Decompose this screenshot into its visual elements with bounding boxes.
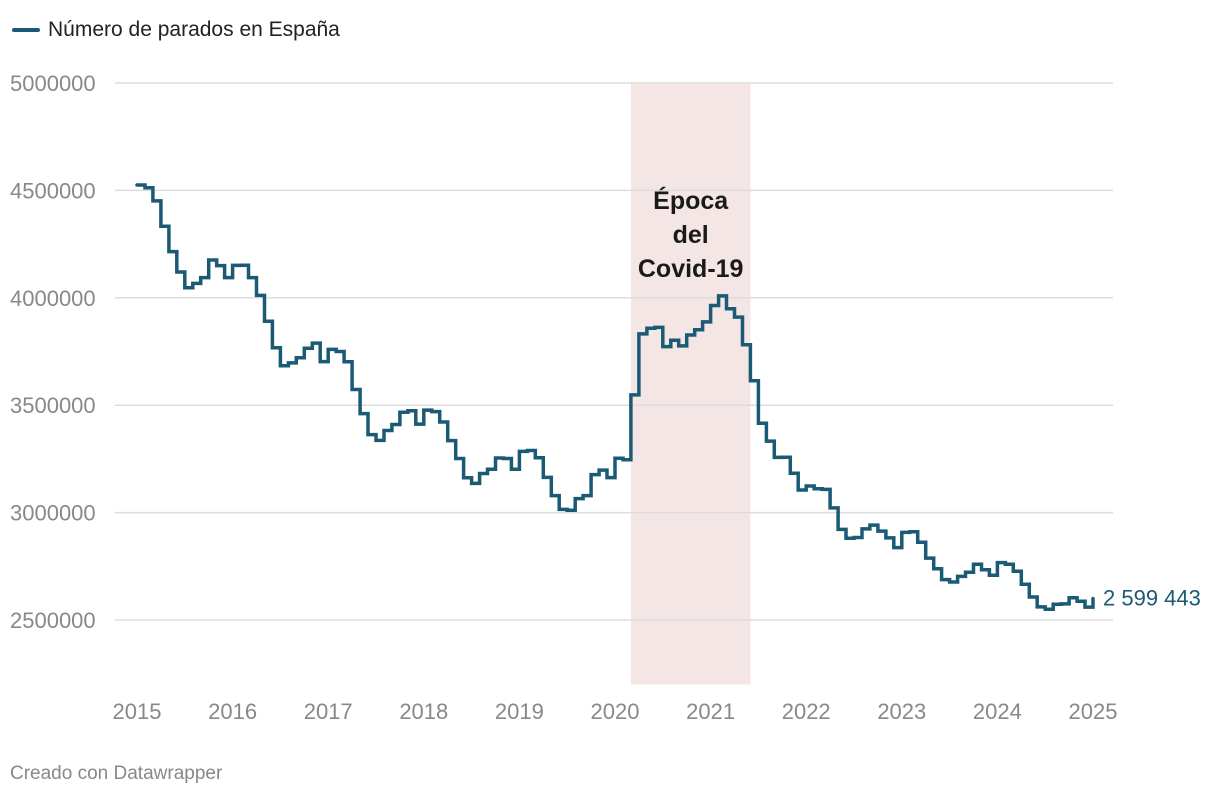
x-tick-label: 2019: [495, 699, 544, 724]
y-tick-label: 3500000: [10, 393, 96, 418]
annotation-layer: Época del Covid-19: [638, 186, 744, 283]
covid-highlight-band: [630, 83, 751, 685]
y-tick-label: 4000000: [10, 286, 96, 311]
x-tick-label: 2018: [399, 699, 448, 724]
grid-layer: [115, 82, 1113, 621]
legend-swatch: [12, 28, 40, 32]
legend-label: Número de parados en España: [48, 18, 340, 41]
x-tick-label: 2017: [304, 699, 353, 724]
x-tick-label: 2021: [686, 699, 735, 724]
footer-credit: Creado con Datawrapper: [10, 763, 223, 784]
y-tick-label: 5000000: [10, 71, 96, 96]
covid-annotation-line: Covid-19: [638, 255, 744, 283]
legend: Número de parados en España: [12, 16, 340, 44]
x-tick-label: 2020: [591, 699, 640, 724]
x-tick-label: 2024: [973, 699, 1022, 724]
covid-annotation-line: del: [673, 221, 709, 249]
covid-annotation-line: Época: [653, 186, 729, 215]
y-tick-label: 2500000: [10, 608, 96, 633]
x-axis: 2015 2016 2017 2018 2019 2020 2021 2022 2023 2024…: [113, 699, 1118, 724]
x-tick-label: 2016: [208, 699, 257, 724]
x-tick-label: 2025: [1069, 699, 1118, 724]
x-tick-label: 2023: [877, 699, 926, 724]
series-line: [135, 183, 1095, 612]
end-label-layer: 2 599 443: [1103, 586, 1201, 611]
y-tick-label: 4500000: [10, 178, 96, 203]
x-tick-label: 2022: [782, 699, 831, 724]
x-tick-label: 2015: [113, 699, 162, 724]
covid-highlight-layer: [630, 83, 751, 685]
end-value-label: 2 599 443: [1103, 586, 1201, 611]
y-axis: 2500000 3000000 3500000 4000000 4500000 50000…: [10, 71, 96, 633]
series-layer: [135, 183, 1095, 612]
y-tick-label: 3000000: [10, 501, 96, 526]
